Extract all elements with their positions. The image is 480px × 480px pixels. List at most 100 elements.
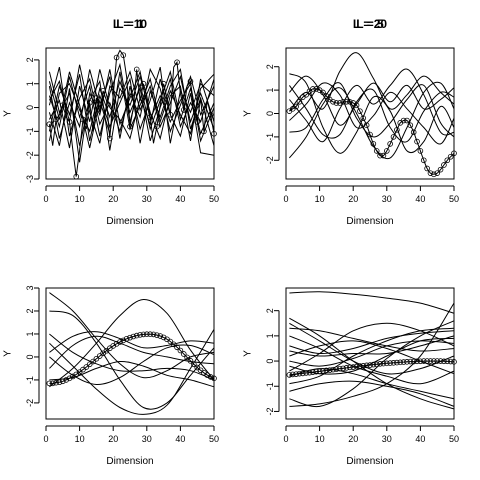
highlight-point	[373, 361, 380, 368]
series-line	[48, 71, 215, 151]
highlight-point	[414, 138, 420, 145]
series-line	[289, 340, 455, 367]
highlight-point	[93, 95, 100, 101]
highlight-point	[299, 370, 306, 377]
y-tick-label: 1	[265, 333, 275, 338]
series-line	[289, 302, 455, 407]
highlight-line	[48, 49, 215, 177]
highlight-point	[353, 102, 360, 109]
x-tick-label: 30	[382, 194, 392, 204]
highlight-point	[441, 162, 447, 168]
highlight-point	[303, 91, 309, 98]
highlight-point	[207, 374, 214, 380]
x-tick-label: 40	[175, 194, 185, 204]
highlight-point	[53, 379, 59, 386]
highlight-point	[323, 93, 330, 99]
highlight-point	[370, 141, 377, 147]
highlight-point	[407, 122, 414, 128]
highlight-point	[320, 368, 326, 374]
series-line	[48, 67, 215, 146]
highlight-point	[117, 339, 123, 345]
x-tick-label: 10	[75, 194, 85, 204]
highlight-point	[127, 123, 133, 130]
x-tick-label: 20	[348, 434, 358, 444]
highlight-point	[201, 128, 207, 135]
highlight-point	[360, 363, 367, 369]
y-tick-label: 2	[25, 308, 35, 313]
y-tick-label: -1	[25, 376, 35, 384]
x-tick-label: 0	[283, 434, 288, 444]
highlight-point	[336, 100, 343, 106]
x-axis-label: Dimension	[346, 216, 393, 227]
highlight-point	[380, 152, 387, 159]
plot-frame	[45, 47, 215, 180]
highlight-point	[86, 99, 93, 106]
series-line	[289, 68, 455, 143]
chart-title: L = 1	[116, 17, 144, 31]
highlight-point	[120, 337, 127, 344]
y-tick-label: -1	[265, 382, 275, 390]
highlight-point	[174, 344, 180, 351]
highlight-point	[120, 52, 127, 58]
highlight-point	[424, 165, 430, 172]
y-tick-label: 3	[25, 285, 35, 290]
series-line	[49, 292, 215, 379]
plot-frame	[285, 287, 455, 420]
highlight-point	[123, 335, 130, 342]
highlight-point	[313, 368, 320, 375]
x-tick-label: 50	[449, 434, 459, 444]
highlight-point	[451, 359, 457, 365]
highlight-point	[130, 333, 137, 340]
series-line	[49, 335, 215, 369]
highlight-point	[147, 331, 153, 337]
highlight-point	[431, 358, 437, 364]
highlight-point	[431, 171, 437, 178]
x-axis-label: Dimension	[346, 456, 393, 467]
highlight-point	[420, 157, 427, 164]
series-line	[289, 337, 455, 375]
highlight-point	[336, 365, 343, 372]
x-tick-label: 20	[108, 194, 118, 204]
highlight-point	[296, 370, 303, 377]
highlight-point	[154, 332, 160, 338]
x-axis-label: Dimension	[106, 456, 153, 467]
series-line	[289, 320, 455, 408]
highlight-point	[313, 86, 320, 92]
highlight-point	[330, 366, 336, 373]
highlight-point	[434, 358, 441, 364]
y-tick-label: 2	[25, 57, 35, 62]
highlight-point	[390, 360, 397, 366]
x-tick-label: 10	[315, 194, 325, 204]
highlight-point	[333, 366, 340, 372]
highlight-point	[330, 99, 336, 105]
highlight-point	[303, 370, 309, 376]
highlight-point	[49, 380, 56, 387]
highlight-point	[293, 371, 299, 377]
series-line	[49, 298, 215, 388]
highlight-point	[347, 364, 353, 371]
series-line	[289, 322, 455, 372]
series-line	[289, 322, 455, 375]
highlight-point	[387, 360, 393, 366]
highlight-point	[90, 358, 96, 365]
y-tick-label: 1	[25, 81, 35, 86]
highlight-point	[390, 134, 397, 140]
x-tick-label: 10	[315, 434, 325, 444]
highlight-point	[73, 173, 80, 180]
x-tick-label: 50	[209, 434, 219, 444]
highlight-point	[187, 78, 194, 85]
highlight-point	[100, 88, 106, 94]
highlight-point	[167, 338, 174, 345]
x-tick-label: 30	[382, 434, 392, 444]
y-tick-label: -2	[25, 399, 35, 407]
highlight-point	[150, 331, 157, 338]
highlight-point	[437, 166, 444, 173]
y-tick-label: -2	[265, 156, 275, 164]
x-tick-label: 0	[283, 194, 288, 204]
highlight-point	[204, 372, 211, 378]
series-line	[49, 331, 215, 353]
series-line	[289, 340, 455, 375]
